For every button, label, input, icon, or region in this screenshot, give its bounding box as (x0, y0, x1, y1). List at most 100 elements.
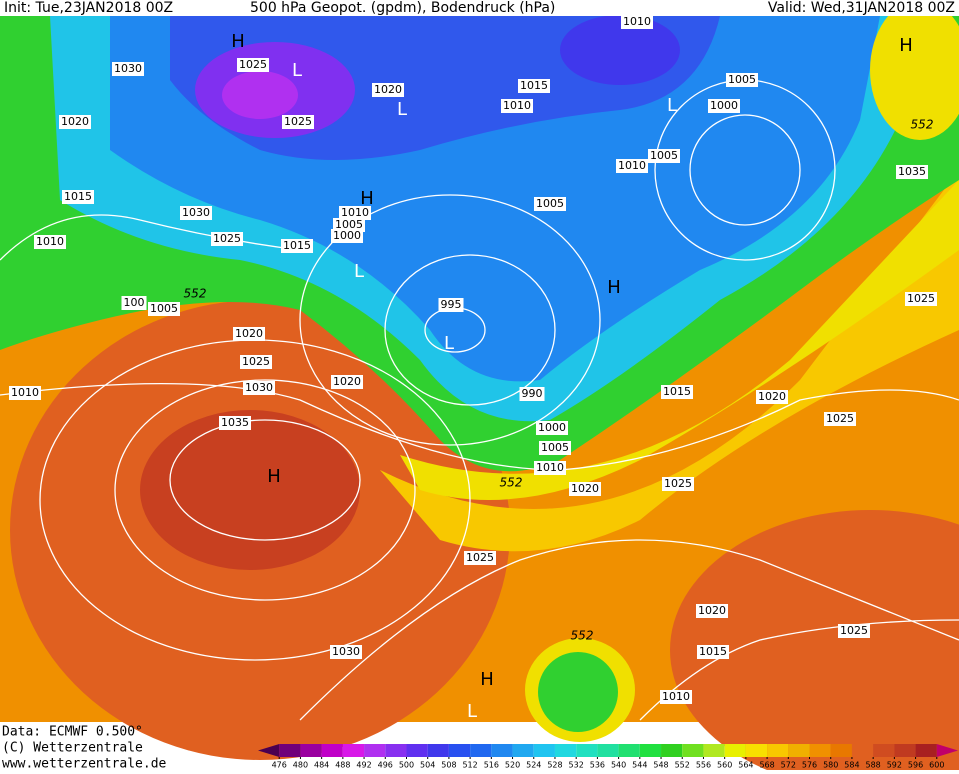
isobar-label-box (9, 386, 41, 400)
colorbar-segment (745, 744, 768, 757)
isobar-label-box (243, 381, 275, 395)
colorbar-segment (682, 744, 704, 757)
isobar-label: 1020 (374, 83, 402, 96)
isobar-label: 1010 (536, 461, 564, 474)
isobar-label: 1005 (335, 218, 363, 231)
pressure-center: L (467, 701, 477, 722)
colorbar-tick-label: 516 (484, 761, 499, 770)
colorbar-segment (385, 744, 407, 757)
isobar-label: 1000 (333, 229, 361, 242)
isobar-label: 1005 (536, 197, 564, 210)
isobar-label-box (824, 412, 856, 426)
colorbar-tick-label: 564 (738, 761, 753, 770)
isobar-label: 1025 (466, 551, 494, 564)
isobar-label-box (838, 624, 870, 638)
isobar-label: 1010 (662, 690, 690, 703)
colorbar-segment (470, 744, 492, 757)
colorbar-segment (300, 744, 322, 757)
isobar-label-box (281, 239, 313, 253)
copyright: (C) Wetterzentrale (2, 741, 143, 756)
colorbar-tick-label: 540 (611, 761, 626, 770)
pressure-center: H (607, 277, 621, 298)
isobar-label-box (331, 375, 363, 389)
url: www.wetterzentrale.de (2, 757, 167, 771)
isobar-label: 100 (124, 296, 145, 309)
isobar-label: 1035 (221, 416, 249, 429)
pressure-center: H (231, 31, 245, 52)
isobar-label-box (518, 79, 550, 93)
colorbar-segment (873, 744, 895, 757)
isobar-label-box (464, 551, 496, 565)
colorbar-segment (597, 744, 619, 757)
valid-time: Valid: Wed,31JAN2018 00Z (768, 0, 955, 16)
isobar-label-box (661, 385, 693, 399)
colorbar-segment (448, 744, 471, 757)
colorbar-segment (894, 744, 916, 757)
colorbar-tick-label: 560 (717, 761, 732, 770)
isobar-label-box (59, 115, 91, 129)
colorbar-tick-label: 536 (590, 761, 605, 770)
colorbar-tick-label: 528 (547, 761, 562, 770)
colorbar-segment (406, 744, 428, 757)
colorbar-tick-label: 584 (844, 761, 859, 770)
colorbar-segment (554, 744, 577, 757)
isobar-label: 1000 (710, 99, 738, 112)
isobar-label-box (372, 83, 404, 97)
colorbar-tick-label: 556 (696, 761, 711, 770)
isobar-label: 1020 (333, 375, 361, 388)
isobar-label: 1010 (36, 235, 64, 248)
isobar-label: 1030 (182, 206, 210, 219)
isobar-label-box (905, 292, 937, 306)
colorbar-tick-label: 600 (929, 761, 944, 770)
isobar-label: 1005 (650, 149, 678, 162)
pressure-center: H (267, 466, 281, 487)
colorbar-segment (321, 744, 343, 757)
data-source: Data: ECMWF 0.500° (2, 725, 143, 740)
colorbar-tick-label: 512 (462, 761, 477, 770)
isobar-label: 1005 (541, 441, 569, 454)
pressure-center: L (667, 95, 677, 116)
isobar-label-box (333, 218, 365, 232)
colorbar-segment (576, 744, 598, 757)
isobar-label: 1025 (213, 232, 241, 245)
isobar-label-box (438, 298, 464, 312)
isobar-label-box (534, 197, 566, 211)
isobar-label-box (697, 645, 729, 659)
map-title: 500 hPa Geopot. (gpdm), Bodendruck (hPa) (250, 0, 555, 16)
colorbar-tick-label: 552 (675, 761, 690, 770)
colorbar-segment (851, 744, 874, 757)
isobar-label: 1025 (840, 624, 868, 637)
isobar-label: 1005 (728, 73, 756, 86)
colorbar-tick-label: 484 (314, 761, 329, 770)
isobar-label: 1030 (245, 381, 273, 394)
isobar-label-box (756, 390, 788, 404)
isobar-label: 1015 (663, 385, 691, 398)
geopotential-label: 552 (571, 629, 594, 643)
isobar-label: 995 (441, 298, 462, 311)
colorbar-tick-label: 508 (441, 761, 456, 770)
isobar-label: 1025 (664, 477, 692, 490)
isobar-label-box (896, 165, 928, 179)
colorbar-tick-label: 532 (569, 761, 584, 770)
isobar-label: 1010 (11, 386, 39, 399)
colorbar-tick-label: 488 (335, 761, 350, 770)
colorbar-tick-label: 588 (866, 761, 881, 770)
isobar-label-box (339, 206, 371, 220)
isobar-label-box (282, 115, 314, 129)
colorbar-segment (788, 744, 810, 757)
isobar-label: 990 (522, 387, 543, 400)
pressure-center: L (397, 99, 407, 120)
isobar-label-box (330, 645, 362, 659)
isobar-label: 1025 (242, 355, 270, 368)
isobar-label-box (726, 73, 758, 87)
isobar-label-box (621, 15, 653, 29)
isobar-label-box (501, 99, 533, 113)
isobar-label: 1025 (907, 292, 935, 305)
isobar-label: 1010 (503, 99, 531, 112)
isobar-label: 1010 (623, 15, 651, 28)
isobar-label-box (331, 229, 363, 243)
isobar-label: 1010 (341, 206, 369, 219)
